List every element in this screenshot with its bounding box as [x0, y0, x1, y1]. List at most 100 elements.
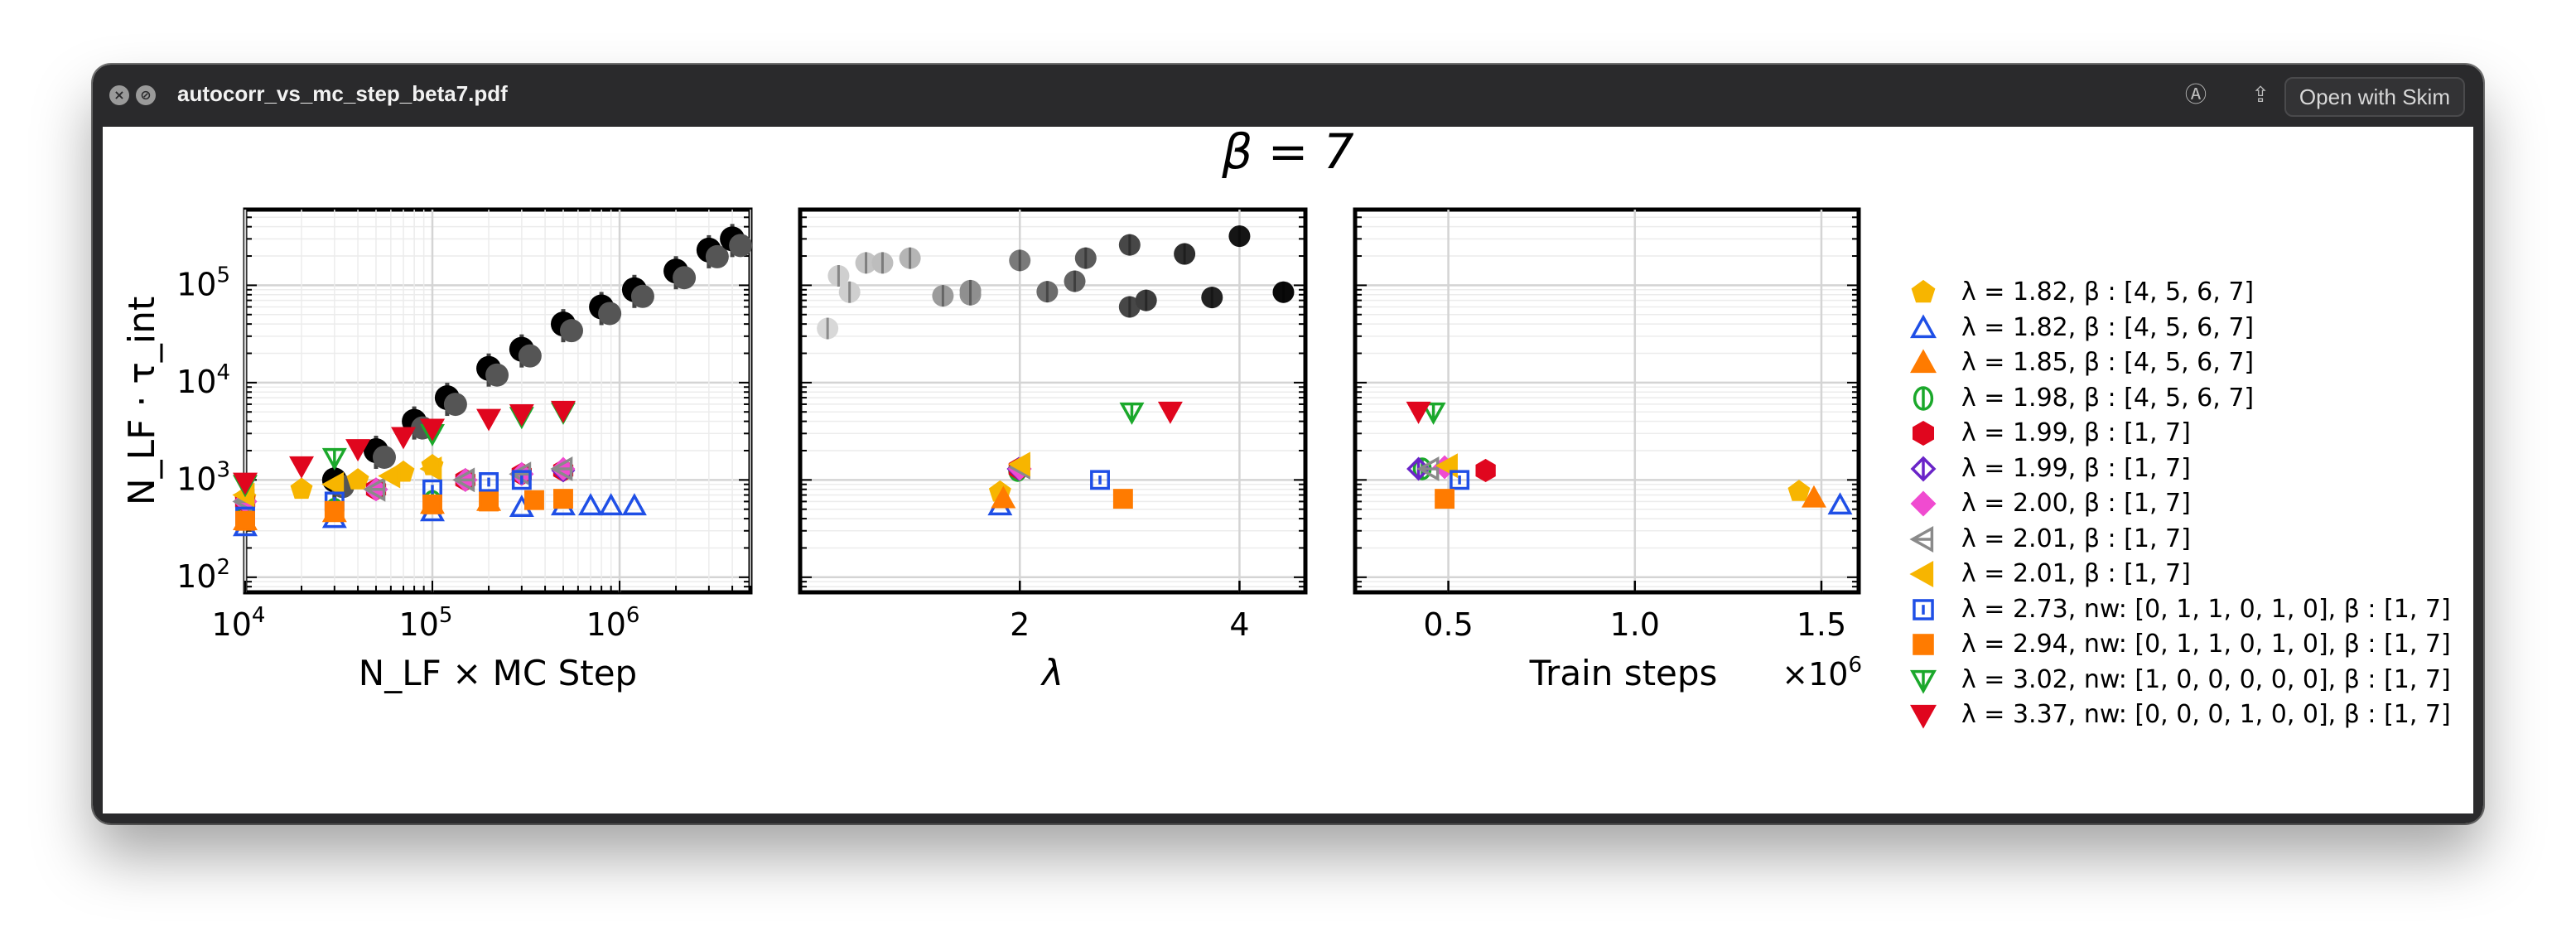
data-point: [524, 490, 544, 510]
data-point: [511, 470, 532, 490]
data-point: [729, 234, 753, 258]
legend-marker: [1911, 279, 1936, 303]
open-with-skim-button[interactable]: Open with Skim: [2284, 77, 2465, 117]
data-point: [233, 472, 258, 495]
figure-title: β = 7: [1221, 127, 1353, 180]
y-tick-label: 104: [176, 360, 230, 400]
legend-marker: [1910, 349, 1937, 374]
data-point: [422, 494, 442, 514]
data-point: [932, 285, 954, 307]
legend-marker-shape: [1910, 349, 1937, 374]
share-icon[interactable]: ⇪: [2251, 83, 2270, 108]
legend-entry: λ = 3.02, nw: [1, 0, 0, 0, 0, 0], β : [1…: [1908, 664, 2483, 699]
data-point: [991, 485, 1016, 509]
legend-label: λ = 1.99, β : [1, 7]: [1961, 418, 2191, 447]
legend-marker: [1913, 385, 1934, 411]
markup-icon[interactable]: Ⓐ: [2184, 83, 2207, 108]
legend-marker-shape: [1910, 669, 1937, 694]
legend-marker-shape: [1909, 561, 1934, 587]
legend-label: λ = 1.85, β : [4, 5, 6, 7]: [1961, 348, 2255, 377]
data-point: [1406, 401, 1431, 424]
data-point: [827, 265, 850, 287]
pdf-content: β = 7 102 103 104 105 104 105 106 N_LF × MC Ste…: [103, 123, 2473, 813]
legend-label: λ = 2.94, nw: [0, 1, 1, 0, 1, 0], β : [1…: [1961, 630, 2451, 659]
x-tick-label: 2: [1010, 606, 1030, 643]
data-point: [1118, 296, 1141, 318]
data-point: [1827, 492, 1853, 515]
data-point: [1801, 485, 1826, 508]
figure: β = 7 102 103 104 105 104 105 106 N_LF × MC Ste…: [121, 123, 1862, 694]
data-point: [479, 491, 499, 512]
data-point: [289, 456, 315, 479]
data-point: [855, 252, 877, 274]
data-point: [559, 319, 583, 343]
y-tick-label: 102: [176, 555, 230, 595]
data-point: [1009, 249, 1031, 272]
legend-marker: [1910, 704, 1937, 729]
x-tick-label: 0.5: [1423, 606, 1473, 643]
panel-train-steps: 0.5 1.0 1.5 Train steps ×106: [1353, 207, 1862, 693]
y-axis-label: N_LF · τ_int: [121, 297, 163, 506]
data-point: [598, 302, 622, 326]
legend-label: λ = 1.82, β : [4, 5, 6, 7]: [1961, 312, 2255, 342]
legend-entry: λ = 1.99, β : [1, 7]: [1908, 452, 2483, 488]
x-tick-label: 4: [1229, 606, 1249, 643]
data-point: [419, 456, 442, 481]
data-point: [1090, 470, 1110, 490]
data-point: [420, 418, 445, 442]
data-point: [346, 468, 369, 490]
panel3-axes-frame: [1353, 207, 1861, 595]
data-point: [476, 408, 502, 432]
data-point: [290, 477, 313, 500]
data-point: [1450, 470, 1470, 490]
legend-entry: λ = 2.94, nw: [0, 1, 1, 0, 1, 0], β : [1…: [1908, 628, 2483, 664]
legend-marker: [1912, 420, 1935, 447]
x-tick-label: 1.0: [1610, 606, 1660, 643]
data-point: [443, 393, 467, 417]
x-tick-label: 1.5: [1797, 606, 1846, 643]
data-point: [1064, 270, 1086, 292]
data-point: [1272, 281, 1295, 303]
legend-entry: λ = 2.73, nw: [0, 1, 1, 0, 1, 0], β : [1…: [1908, 593, 2483, 629]
legend-label: λ = 1.99, β : [1, 7]: [1961, 453, 2191, 483]
legend-entry: λ = 1.99, β : [1, 7]: [1908, 417, 2483, 452]
stop-icon[interactable]: ⊘: [136, 85, 156, 105]
legend-marker: [1910, 669, 1937, 694]
data-point: [1435, 489, 1455, 509]
data-point: [1201, 287, 1223, 309]
legend-label: λ = 1.82, β : [4, 5, 6, 7]: [1961, 278, 2255, 307]
data-point: [1475, 458, 1496, 482]
data-point: [551, 400, 576, 423]
x-tick-label: 106: [586, 603, 640, 643]
legend-marker: [1910, 456, 1937, 481]
legend-entry: λ = 1.82, β : [4, 5, 6, 7]: [1908, 311, 2483, 347]
x-axis-offset-label: ×106: [1782, 653, 1862, 693]
legend-entry: λ = 3.37, nw: [0, 0, 0, 1, 0, 0], β : [1…: [1908, 698, 2483, 734]
legend-label: λ = 3.02, nw: [1, 0, 0, 0, 0, 0], β : [1…: [1961, 664, 2451, 694]
close-icon[interactable]: ×: [109, 85, 129, 105]
data-point: [372, 445, 396, 469]
panel2-axes-frame: [798, 207, 1308, 595]
legend-label: λ = 2.00, β : [1, 7]: [1961, 489, 2191, 518]
panel-lambda: 2 4 λ: [798, 207, 1308, 694]
data-point: [1118, 234, 1141, 256]
data-point: [899, 247, 921, 269]
title-bar: × ⊘ autocorr_vs_mc_step_beta7.pdf Ⓐ ⇪ Op…: [93, 65, 2483, 127]
data-point: [598, 493, 624, 516]
data-point: [509, 403, 534, 427]
data-point: [1787, 480, 1811, 501]
data-point: [345, 439, 371, 462]
legend-entry: λ = 1.85, β : [4, 5, 6, 7]: [1908, 346, 2483, 382]
data-point: [321, 471, 345, 497]
legend-label: λ = 3.37, nw: [0, 0, 0, 1, 0, 0], β : [1…: [1961, 700, 2451, 729]
legend-label: λ = 1.98, β : [4, 5, 6, 7]: [1961, 383, 2255, 413]
data-point: [1228, 225, 1251, 248]
legend-marker: [1910, 313, 1937, 338]
legend-label: λ = 2.01, β : [1, 7]: [1961, 559, 2191, 588]
data-point: [1074, 247, 1097, 269]
legend: λ = 1.82, β : [4, 5, 6, 7] λ = 1.82, β : …: [1908, 276, 2483, 734]
legend-marker-shape: [1913, 598, 1934, 620]
legend-marker-shape: [1913, 634, 1934, 655]
legend-marker-shape: [1910, 313, 1937, 338]
legend-entry: λ = 1.98, β : [4, 5, 6, 7]: [1908, 382, 2483, 418]
